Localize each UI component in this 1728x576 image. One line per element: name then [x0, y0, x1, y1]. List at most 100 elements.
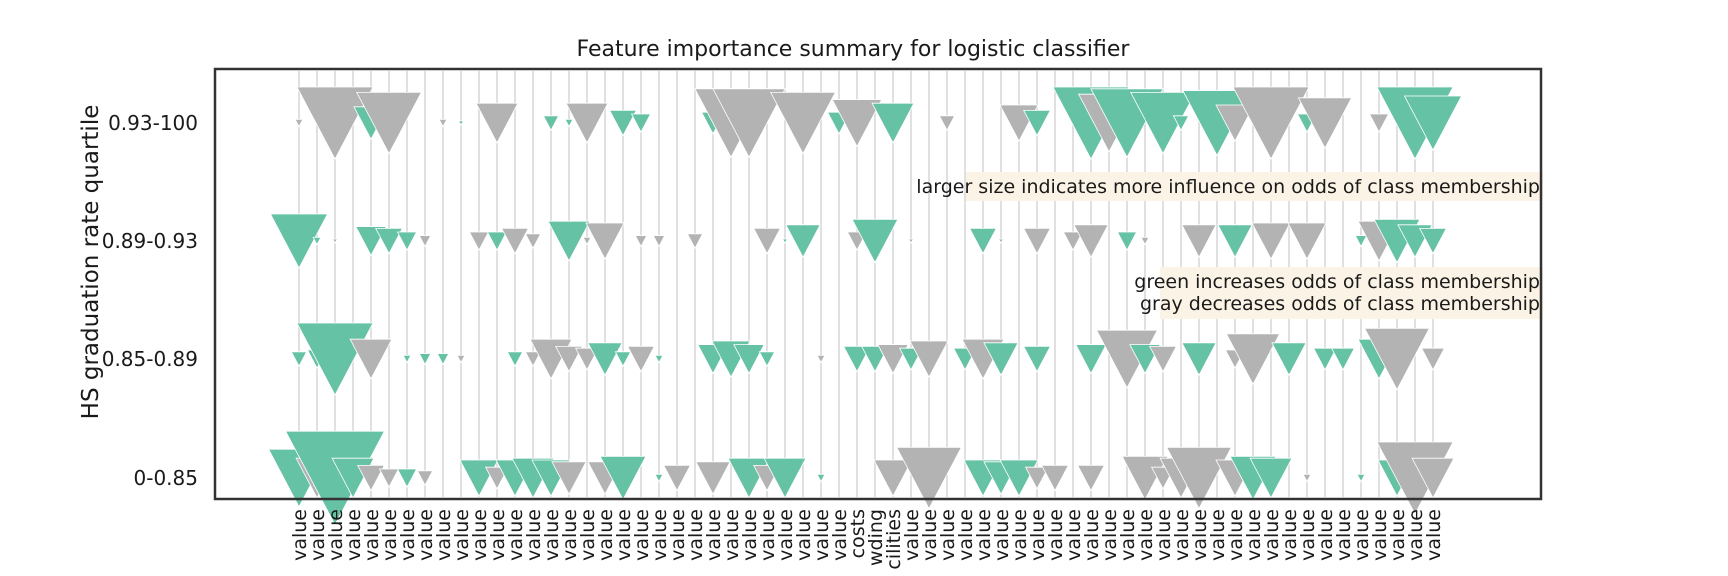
- x-tick-label: value: [1099, 509, 1121, 561]
- marker-decrease: [356, 92, 422, 155]
- marker-decrease: [1411, 457, 1455, 499]
- marker-increase: [1249, 457, 1293, 499]
- marker-increase: [1354, 235, 1368, 248]
- marker-increase: [418, 353, 432, 366]
- marker-decrease: [565, 102, 609, 144]
- x-tick-label: value: [1063, 509, 1085, 561]
- marker-increase: [436, 353, 450, 366]
- x-tick-label: value: [991, 509, 1013, 561]
- marker-decrease: [663, 464, 691, 492]
- marker-increase: [969, 227, 997, 255]
- x-tick-label: value: [1045, 509, 1067, 561]
- x-tick-label: value: [1009, 509, 1031, 561]
- marker-increase: [1312, 347, 1338, 371]
- marker-increase: [654, 354, 664, 364]
- x-tick-label: value: [1315, 509, 1337, 561]
- x-tick-label: value: [1333, 509, 1355, 561]
- marker-increase: [312, 236, 322, 246]
- x-tick-label: value: [451, 509, 473, 561]
- marker-increase: [1271, 342, 1307, 377]
- y-tick-label: 0.85-0.89: [102, 347, 198, 371]
- marker-decrease: [1251, 222, 1291, 260]
- x-tick-label: value: [1153, 509, 1175, 561]
- marker-decrease: [418, 235, 432, 248]
- marker-decrease: [1181, 224, 1217, 259]
- marker-decrease: [456, 354, 466, 364]
- marker-decrease: [1023, 227, 1051, 255]
- x-tick-label: value: [973, 509, 995, 561]
- marker-increase: [587, 342, 623, 377]
- x-tick-label: value: [1081, 509, 1103, 561]
- plot-frame: [213, 67, 1543, 501]
- note-green: green increases odds of class membership: [1134, 271, 1540, 293]
- marker-increase: [654, 473, 664, 483]
- marker-decrease: [1140, 236, 1150, 246]
- marker-increase: [396, 468, 418, 488]
- marker-decrease: [378, 468, 400, 488]
- marker-decrease: [938, 115, 956, 132]
- marker-increase: [816, 473, 826, 483]
- marker-decrease: [909, 340, 949, 378]
- x-tick-label: value: [541, 509, 563, 561]
- marker-increase: [1330, 347, 1356, 371]
- marker-decrease: [816, 354, 826, 364]
- marker-decrease: [1420, 347, 1446, 371]
- marker-increase: [609, 110, 637, 137]
- x-tick-label: value: [361, 509, 383, 561]
- marker-decrease: [294, 119, 304, 128]
- marker-decrease: [1225, 333, 1281, 386]
- x-tick-label: value: [1405, 509, 1427, 561]
- marker-increase: [1023, 345, 1051, 373]
- marker-increase: [851, 218, 899, 264]
- marker-increase: [1419, 227, 1447, 255]
- x-tick-label: value: [1423, 509, 1445, 561]
- marker-decrease: [524, 351, 542, 368]
- marker-decrease: [296, 86, 374, 160]
- marker-increase: [396, 231, 418, 251]
- marker-decrease: [831, 99, 883, 148]
- x-tick-label: value: [1261, 509, 1283, 561]
- x-tick-label: value: [523, 509, 545, 561]
- marker-decrease: [907, 238, 915, 244]
- marker-decrease: [997, 238, 1005, 244]
- marker-decrease: [1166, 446, 1232, 510]
- marker-increase: [1172, 115, 1190, 132]
- marker-decrease: [652, 235, 666, 248]
- marker-increase: [599, 455, 647, 501]
- marker-decrease: [349, 338, 393, 380]
- marker-increase: [506, 351, 524, 368]
- marker-increase: [1116, 231, 1138, 251]
- marker-increase: [1023, 110, 1051, 137]
- x-tick-label: value: [1279, 509, 1301, 561]
- marker-decrease: [1302, 473, 1312, 483]
- marker-decrease: [1297, 97, 1353, 150]
- marker-decrease: [686, 233, 704, 250]
- marker-increase: [1403, 95, 1463, 151]
- marker-increase: [758, 351, 776, 368]
- marker-decrease: [357, 464, 385, 492]
- marker-increase: [1217, 224, 1253, 259]
- marker-decrease: [582, 236, 592, 246]
- marker-decrease: [524, 233, 542, 250]
- x-tick-label: value: [775, 509, 797, 561]
- marker-increase: [457, 120, 465, 126]
- x-tick-label: value: [433, 509, 455, 561]
- x-tick-label: value: [937, 509, 959, 561]
- y-tick-labels: 0.93-100 0.89-0.93 0.85-0.89 0-0.85: [102, 111, 198, 490]
- marker-increase: [1181, 342, 1217, 377]
- marker-decrease: [627, 345, 655, 373]
- x-tick-label: value: [1369, 509, 1391, 561]
- x-tick-label: value: [703, 509, 725, 561]
- marker-increase: [614, 351, 632, 368]
- marker-decrease: [1062, 231, 1084, 251]
- marker-decrease: [634, 235, 648, 248]
- x-tick-label: value: [649, 509, 671, 561]
- marker-increase: [375, 227, 403, 255]
- marker-increase: [785, 224, 821, 259]
- marker-increase: [564, 119, 574, 128]
- marker-increase: [402, 354, 412, 364]
- x-tick-label: value: [919, 509, 941, 561]
- marker-decrease: [585, 222, 625, 260]
- x-tick-label: value: [955, 509, 977, 561]
